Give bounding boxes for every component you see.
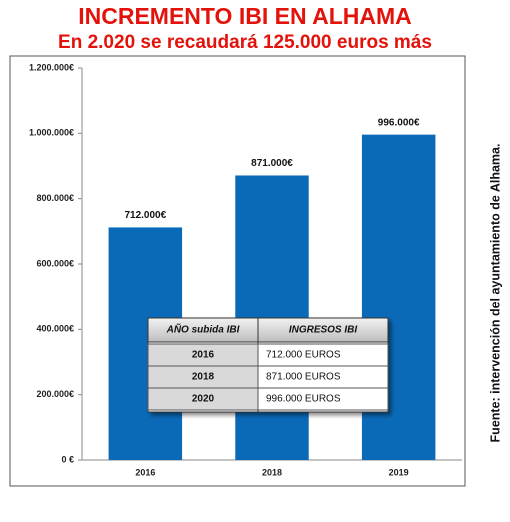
chart-frame	[9, 55, 466, 487]
table-header-cell: INGRESOS IBI	[289, 325, 358, 336]
value-label: 712.000€	[124, 210, 166, 221]
table-header	[147, 317, 389, 343]
table-value: 712.000 EUROS	[266, 350, 341, 361]
y-tick-label: 0 €	[61, 454, 74, 464]
x-tick-label: 2016	[135, 467, 155, 477]
value-label: 996.000€	[378, 117, 420, 128]
x-tick-label: 2019	[389, 467, 409, 477]
x-tick-label: 2018	[262, 467, 282, 477]
table-year: 2020	[192, 394, 215, 405]
y-tick-label: 200.000€	[36, 389, 74, 399]
value-label: 871.000€	[251, 158, 293, 169]
table-year: 2016	[192, 350, 215, 361]
table-value: 996.000 EUROS	[266, 394, 341, 405]
table-value-cell	[257, 387, 389, 411]
chart-title: INCREMENTO IBI EN ALHAMA	[78, 3, 412, 29]
y-tick-label: 1.200.000€	[29, 62, 74, 72]
y-tick-label: 600.000€	[36, 258, 74, 268]
y-tick-label: 1.000.000€	[29, 128, 74, 138]
table-value: 871.000 EUROS	[266, 372, 341, 383]
chart-subtitle: En 2.020 se recaudará 125.000 euros más	[58, 32, 432, 53]
table-year: 2018	[192, 372, 215, 383]
y-tick-label: 400.000€	[36, 324, 74, 334]
source-note: Fuente: intervención del ayuntamiento de…	[488, 144, 502, 443]
y-tick-label: 800.000€	[36, 193, 74, 203]
table-header-cell: AÑO subida IBI	[166, 323, 240, 336]
